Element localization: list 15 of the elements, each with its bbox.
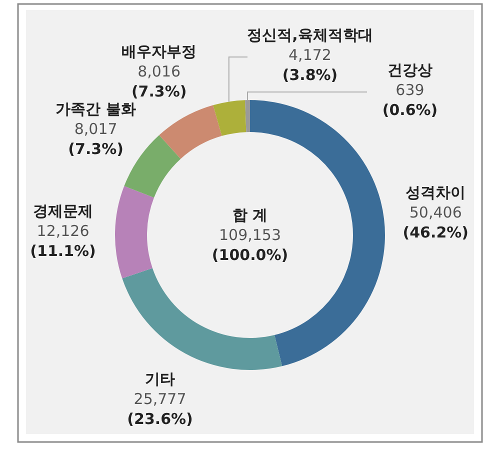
slice-label: 성격차이 — [406, 184, 466, 202]
data-label: 8,016 (7.3%) — [131, 62, 187, 101]
data-label: 25,777 (23.6%) — [127, 390, 193, 428]
slice-label: 건강상 — [388, 61, 432, 79]
slice-label: 경제문제 — [33, 202, 94, 220]
slice-label: 가족간 불화 — [56, 100, 136, 118]
data-label: 4,172 (3.8%) — [282, 46, 338, 84]
data-label: 12,126 (11.1%) — [30, 222, 96, 260]
slice-label: 기타 — [145, 370, 176, 388]
data-label: 8,017 (7.3%) — [68, 120, 124, 158]
slice-label: 정신적,육체적학대 — [247, 26, 373, 44]
slice-label: 배우자부정 — [122, 42, 197, 61]
text: 합 계 109,153 (100.0%) — [212, 206, 288, 264]
data-label: 50,406 (46.2%) — [402, 204, 469, 242]
data-label: 639 (0.6%) — [382, 81, 438, 119]
